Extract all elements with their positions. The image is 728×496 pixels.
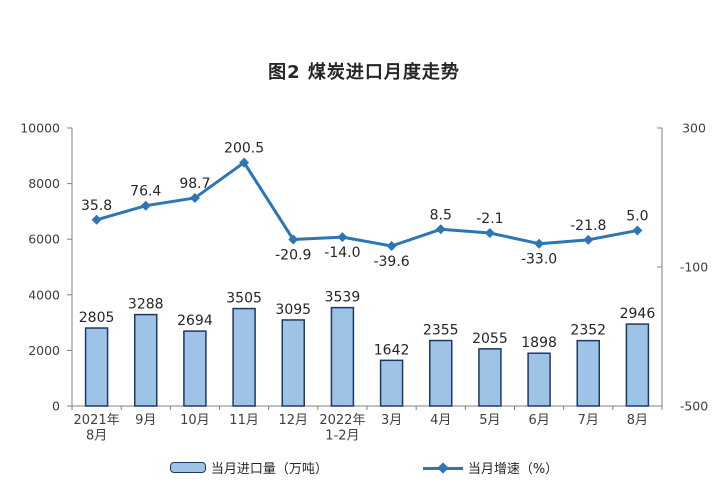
x-axis-label: 2021年 [74,413,120,428]
x-axis-label: 8月 [86,429,107,444]
line-value-label: -33.0 [521,252,557,268]
bar-value-label: 2055 [472,331,508,347]
bar-swatch-icon [169,462,206,473]
line-value-label: 200.5 [224,141,264,157]
line-value-label: -14.0 [324,245,360,261]
line-marker [337,232,348,243]
line-value-label: 5.0 [626,209,648,225]
bar [134,313,158,407]
x-axis-label: 8月 [627,413,648,428]
bar-value-label: 2352 [570,323,606,339]
x-axis-label: 7月 [578,413,599,428]
bar-value-label: 3539 [325,290,361,306]
legend-label-growth: 当月增速（%） [467,462,559,477]
bar [527,352,551,407]
line-marker [484,227,495,238]
bar [625,323,650,407]
x-axis-label: 12月 [278,413,308,428]
bar-value-label: 3505 [226,291,262,307]
chart-title: 图2 煤炭进口月度走势 [268,62,460,83]
y-axis-right-tick-label: -500 [680,399,708,414]
y-axis-right-tick-label: -100 [680,260,708,275]
bar-value-label: 2946 [620,306,656,322]
y-axis-left-tick-label: 4000 [28,287,60,302]
bar-value-label: 2355 [423,323,459,339]
bar [379,359,404,407]
line-marker [140,200,151,211]
x-axis-label: 9月 [135,413,156,428]
chart-canvas: 0 2000 4000 6000 8000 10000 -500 -100 300 2805 328… [20,121,708,444]
bar [281,319,305,407]
line-value-label: -21.8 [570,218,606,234]
bar-value-label: 1898 [521,335,557,351]
bar [330,306,355,407]
bar-value-label: 3095 [275,302,311,318]
line-value-label: -2.1 [476,211,503,227]
line-marker [435,224,446,235]
line-marker [534,238,545,249]
legend-label-imports: 当月进口量（万吨） [210,462,328,477]
y-axis-left-tick-label: 0 [52,399,60,414]
x-axis-label: 5月 [479,413,500,428]
bar [232,307,256,407]
line-swatch-icon [422,462,463,474]
x-axis-label: 11月 [229,413,259,428]
line-marker [632,225,643,236]
x-axis-label: 6月 [528,413,549,428]
line-marker [239,157,250,168]
bar [429,339,453,407]
bar-value-label: 2694 [177,313,213,329]
y-axis-left-tick-label: 8000 [28,176,60,191]
line-marker [386,241,397,252]
line-marker [91,214,102,225]
bar [84,327,109,407]
x-axis-label: 2022年 [319,413,365,428]
legend-item-growth: 当月增速（%） [422,458,559,477]
x-axis-label: 1-2月 [325,429,359,444]
y-axis-left-tick-label: 2000 [28,343,60,358]
line-value-label: 76.4 [130,184,161,200]
line-value-label: 8.5 [430,207,452,223]
y-axis-left-tick-label: 6000 [28,232,60,247]
growth-line [96,161,638,248]
line-marker [583,234,594,245]
line-value-label: -20.9 [275,248,311,264]
bar-value-label: 2805 [79,310,115,326]
bar [183,330,207,407]
x-axis-label: 3月 [381,413,402,428]
line-value-label: -39.6 [373,254,409,270]
chart-legend: 当月进口量（万吨） 当月增速（%） [0,458,728,477]
bar [576,339,600,407]
y-axis-left-tick-label: 10000 [20,121,60,136]
y-axis-right-tick-label: 300 [682,121,706,136]
bar-value-label: 1642 [374,342,410,358]
line-value-label: 98.7 [179,176,210,192]
line-marker [189,192,200,203]
line-marker [288,234,299,245]
legend-item-imports: 当月进口量（万吨） [169,458,328,477]
bar [478,348,502,407]
line-value-label: 35.8 [81,198,112,214]
x-axis-label: 10月 [180,413,210,428]
x-axis-label: 4月 [430,413,451,428]
bar-value-label: 3288 [128,297,164,313]
